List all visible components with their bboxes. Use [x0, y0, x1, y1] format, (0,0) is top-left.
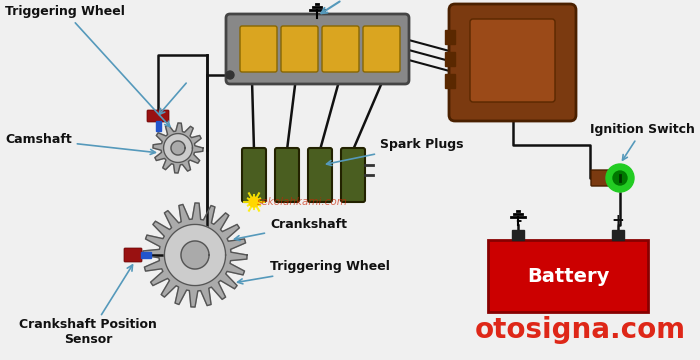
Bar	[445, 74, 455, 88]
FancyBboxPatch shape	[281, 26, 318, 72]
Bar	[612, 230, 624, 240]
Text: Crankshaft Position
Sensor: Crankshaft Position Sensor	[19, 318, 157, 346]
Text: Spark Plugs: Spark Plugs	[326, 138, 463, 166]
Circle shape	[249, 197, 259, 207]
FancyBboxPatch shape	[470, 19, 555, 102]
Bar	[488, 240, 648, 312]
FancyBboxPatch shape	[226, 14, 409, 84]
Polygon shape	[153, 123, 203, 173]
FancyBboxPatch shape	[591, 170, 615, 186]
Circle shape	[226, 71, 234, 79]
Circle shape	[606, 164, 634, 192]
FancyBboxPatch shape	[242, 148, 266, 202]
Bar	[141, 252, 151, 258]
Text: Crankshaft: Crankshaft	[234, 218, 347, 240]
FancyBboxPatch shape	[449, 4, 576, 121]
Text: +: +	[612, 213, 624, 228]
FancyBboxPatch shape	[240, 26, 277, 72]
Text: Triggering Wheel: Triggering Wheel	[237, 260, 390, 284]
Polygon shape	[171, 141, 185, 155]
Text: Triggering Wheel: Triggering Wheel	[5, 5, 170, 127]
Polygon shape	[181, 241, 209, 269]
Polygon shape	[164, 134, 193, 162]
FancyBboxPatch shape	[341, 148, 365, 202]
Text: -: -	[514, 213, 522, 228]
FancyBboxPatch shape	[308, 148, 332, 202]
Text: ECU: ECU	[496, 0, 529, 2]
FancyBboxPatch shape	[147, 110, 169, 122]
FancyBboxPatch shape	[363, 26, 400, 72]
Text: Ignition Switch: Ignition Switch	[590, 123, 695, 160]
Bar	[445, 52, 455, 66]
FancyBboxPatch shape	[322, 26, 359, 72]
Bar	[512, 230, 524, 240]
Text: otosigna.com: otosigna.com	[475, 316, 685, 344]
Bar	[445, 30, 455, 44]
FancyBboxPatch shape	[275, 148, 299, 202]
FancyBboxPatch shape	[124, 248, 142, 262]
Text: Battery: Battery	[527, 266, 609, 285]
Bar	[156, 121, 161, 131]
Polygon shape	[164, 224, 225, 285]
Text: sekolahkami.com: sekolahkami.com	[257, 197, 347, 207]
Circle shape	[613, 171, 627, 185]
Polygon shape	[143, 203, 247, 307]
Text: Camshaft: Camshaft	[5, 133, 155, 154]
